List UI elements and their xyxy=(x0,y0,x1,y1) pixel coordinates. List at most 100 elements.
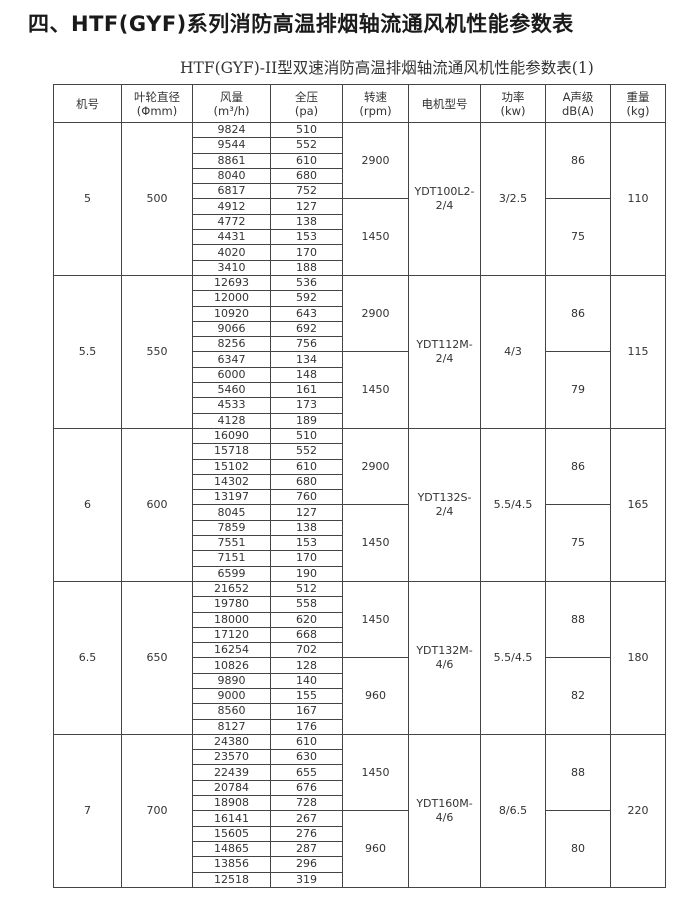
noise-level-cell: 80 xyxy=(545,810,611,888)
motor-model-cell: YDT100L2-2/4 xyxy=(408,122,481,276)
header-unit: (m³/h) xyxy=(213,103,250,118)
power-cell: 3/2.5 xyxy=(480,122,546,276)
total-pressure-cell: 161 xyxy=(270,382,343,399)
table-caption: HTF(GYF)-II型双速消防高温排烟轴流通风机性能参数表(1) xyxy=(180,59,594,77)
total-pressure-cell: 138 xyxy=(270,213,343,231)
noise-level-cell: 75 xyxy=(545,504,611,582)
noise-level-cell: 88 xyxy=(545,580,611,659)
total-pressure-cell: 170 xyxy=(270,244,343,261)
air-volume-cell: 5460 xyxy=(192,382,271,399)
header-row: 机号 叶轮直径 (Φmm) 风量 (m³/h) 全压 (pa) 转速 (rpm) 电机型号 功率 (k… xyxy=(53,84,666,123)
total-pressure-cell: 153 xyxy=(270,535,343,552)
table-row: 4128 189 xyxy=(54,412,666,429)
speed-cell: 2900 xyxy=(342,274,409,353)
air-volume-cell: 8256 xyxy=(192,336,271,353)
total-pressure-cell: 128 xyxy=(270,657,343,674)
total-pressure-cell: 630 xyxy=(270,749,343,766)
air-volume-cell: 9000 xyxy=(192,687,271,705)
air-volume-cell: 14302 xyxy=(192,473,271,491)
table-row: 5460 161 xyxy=(54,382,666,399)
air-volume-cell: 16254 xyxy=(192,642,271,659)
total-pressure-cell: 189 xyxy=(270,412,343,429)
table-row: 4912 127 1450 75 xyxy=(54,198,666,276)
total-pressure-cell: 643 xyxy=(270,305,343,322)
air-volume-cell: 13856 xyxy=(192,856,271,873)
power-cell: 4/3 xyxy=(480,274,546,429)
total-pressure-cell: 756 xyxy=(270,336,343,353)
total-pressure-cell: 276 xyxy=(270,825,343,842)
header-unit: (rpm) xyxy=(359,103,392,118)
total-pressure-cell: 728 xyxy=(270,795,343,812)
air-volume-cell: 9890 xyxy=(192,672,271,689)
air-volume-cell: 10920 xyxy=(192,305,271,322)
table-row: 16141 267 960 80 xyxy=(54,810,666,888)
total-pressure-cell: 668 xyxy=(270,626,343,644)
air-volume-cell: 8127 xyxy=(192,718,271,735)
fan-no-cell: 5.5 xyxy=(53,274,122,429)
weight-cell: 165 xyxy=(610,427,666,582)
air-volume-cell: 6817 xyxy=(192,183,271,200)
air-volume-cell: 9824 xyxy=(192,121,271,139)
air-volume-cell: 13197 xyxy=(192,489,271,506)
air-volume-cell: 16090 xyxy=(192,427,271,445)
total-pressure-cell: 610 xyxy=(270,458,343,475)
header-weight: 重量 (kg) xyxy=(610,84,666,123)
air-volume-cell: 7151 xyxy=(192,550,271,567)
speed-cell: 960 xyxy=(342,657,409,735)
table-body: 5 500 9824 510 2900 YDT100L2-2/4 3/2.5 86 110 954… xyxy=(53,121,666,888)
speed-cell: 1450 xyxy=(342,733,409,812)
table-row: 5 500 9824 510 2900 YDT100L2-2/4 3/2.5 86 110 xyxy=(53,121,666,276)
air-volume-cell: 8040 xyxy=(192,167,271,185)
total-pressure-cell: 512 xyxy=(270,580,343,598)
total-pressure-cell: 148 xyxy=(270,366,343,384)
air-volume-cell: 15102 xyxy=(192,458,271,475)
table-row: 5.5 550 12693 536 2900 YDT112M-2/4 4/3 86 115 xyxy=(53,274,666,429)
total-pressure-cell: 296 xyxy=(270,856,343,873)
table-row: 6000 148 xyxy=(54,366,666,384)
noise-level-cell: 86 xyxy=(545,274,611,353)
air-volume-cell: 18908 xyxy=(192,795,271,812)
air-volume-cell: 8861 xyxy=(192,152,271,169)
table-row: 15102 610 xyxy=(54,458,666,475)
total-pressure-cell: 610 xyxy=(270,733,343,751)
total-pressure-cell: 155 xyxy=(270,687,343,705)
air-volume-cell: 8045 xyxy=(192,504,271,521)
table-row: 14865 287 xyxy=(54,840,666,858)
total-pressure-cell: 267 xyxy=(270,810,343,827)
table-row: 12518 319 xyxy=(54,871,666,888)
header-label: 全压 xyxy=(295,89,318,104)
air-volume-cell: 22439 xyxy=(192,764,271,781)
air-volume-cell: 17120 xyxy=(192,626,271,644)
fan-no-cell: 7 xyxy=(53,733,122,888)
table-row: 8045 127 1450 75 xyxy=(54,504,666,582)
impeller-diameter-cell: 500 xyxy=(121,122,193,276)
total-pressure-cell: 127 xyxy=(270,504,343,521)
weight-cell: 115 xyxy=(610,274,666,429)
header-unit: (pa) xyxy=(294,103,319,118)
total-pressure-cell: 287 xyxy=(270,840,343,858)
speed-cell: 1450 xyxy=(342,504,409,582)
air-volume-cell: 7551 xyxy=(192,535,271,552)
page-title: 四、HTF(GYF)系列消防高温排烟轴流通风机性能参数表 xyxy=(28,12,574,36)
air-volume-cell: 12693 xyxy=(192,274,271,292)
table-row: 15605 276 xyxy=(54,825,666,842)
header-unit: (kg) xyxy=(626,103,650,118)
table-row: 7151 170 xyxy=(54,550,666,567)
air-volume-cell: 12000 xyxy=(192,290,271,307)
air-volume-cell: 7859 xyxy=(192,519,271,537)
air-volume-cell: 16141 xyxy=(192,810,271,827)
air-volume-cell: 20784 xyxy=(192,779,271,797)
total-pressure-cell: 140 xyxy=(270,672,343,689)
speed-cell: 2900 xyxy=(342,427,409,506)
table-row: 8127 176 xyxy=(54,718,666,735)
air-volume-cell: 8560 xyxy=(192,703,271,720)
air-volume-cell: 4020 xyxy=(192,244,271,261)
air-volume-cell: 15718 xyxy=(192,443,271,460)
total-pressure-cell: 552 xyxy=(270,137,343,154)
table-row: 14302 680 xyxy=(54,473,666,491)
total-pressure-cell: 170 xyxy=(270,550,343,567)
air-volume-cell: 12518 xyxy=(192,871,271,888)
table-row: 8256 756 xyxy=(54,336,666,353)
speed-cell: 1450 xyxy=(342,580,409,659)
fan-no-cell: 6 xyxy=(53,427,122,582)
